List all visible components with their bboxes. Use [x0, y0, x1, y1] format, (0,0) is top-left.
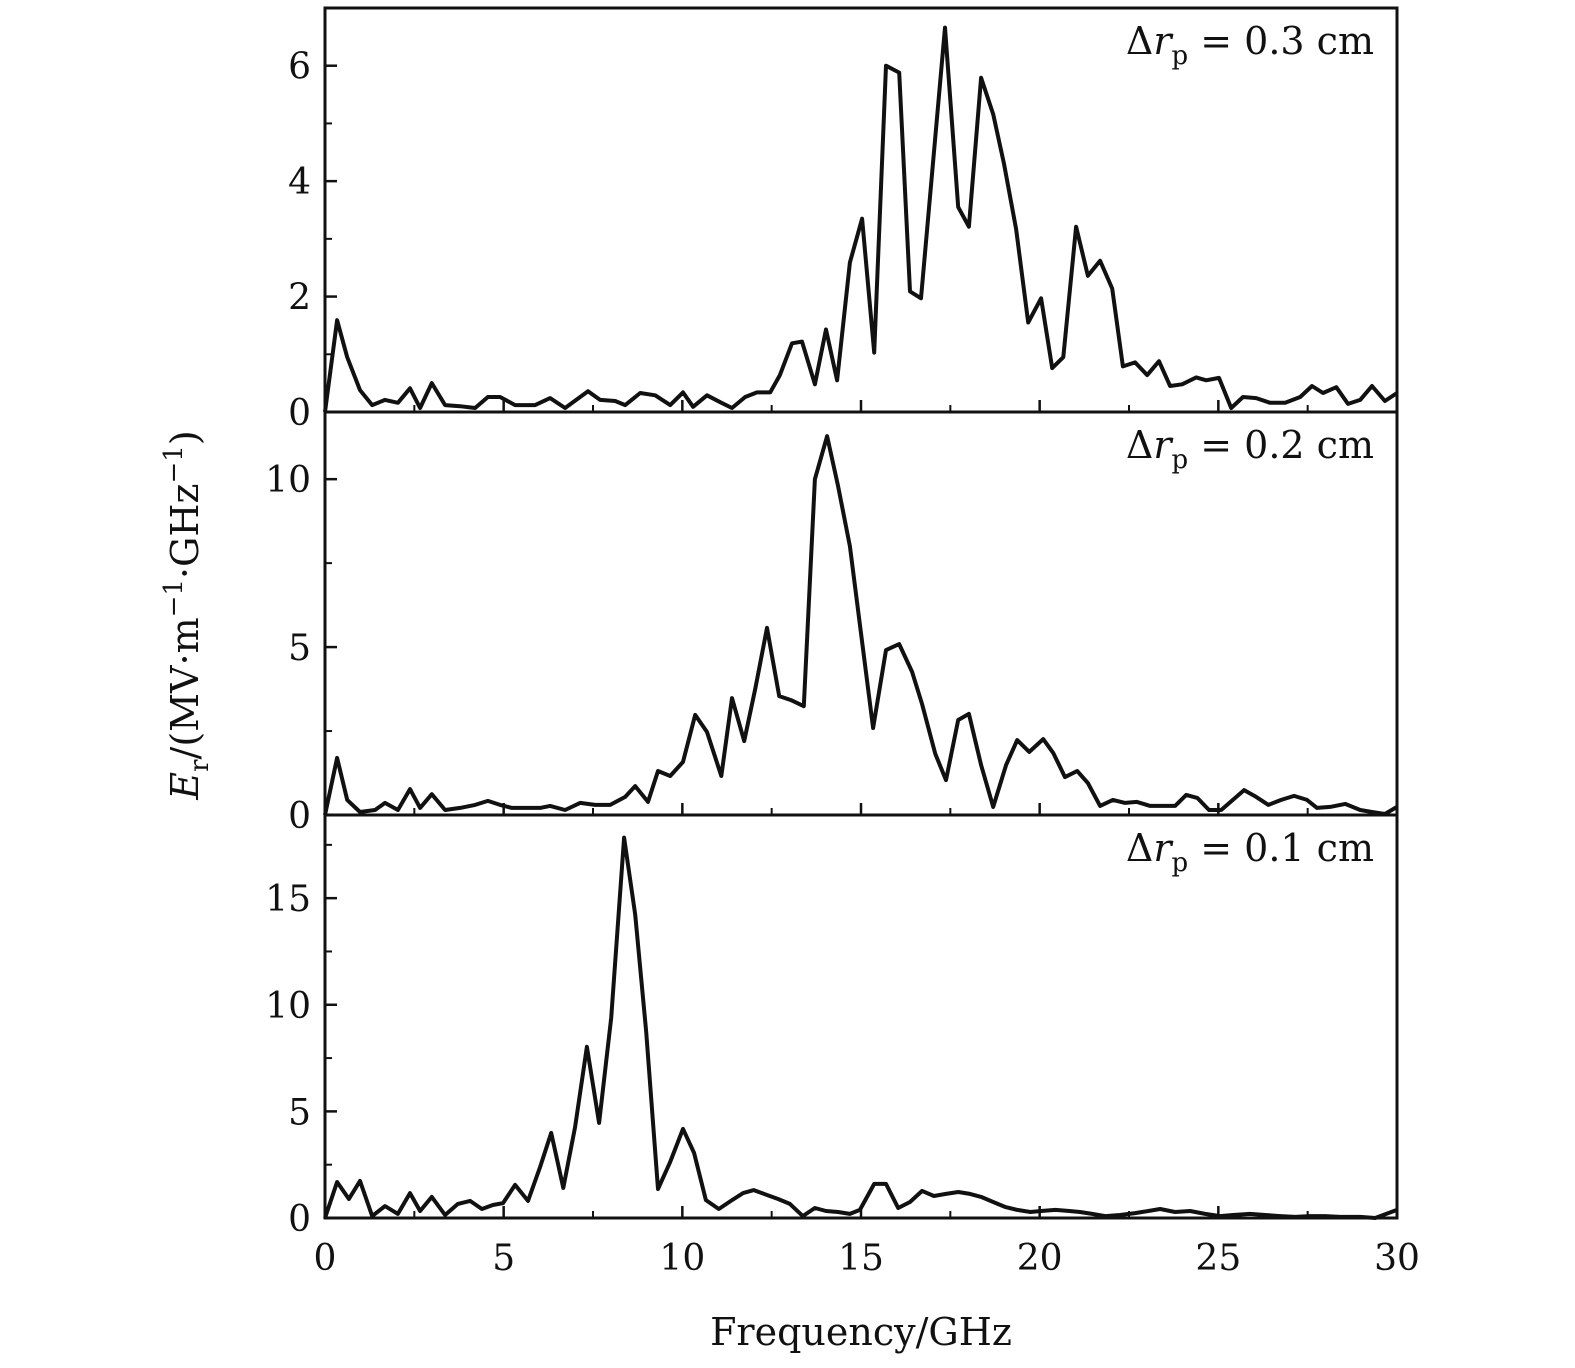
x-axis-title: Frequency/GHz — [710, 1310, 1012, 1354]
annotation-part: r — [1153, 423, 1174, 467]
panel-frame — [323, 813, 1399, 1220]
y-axis-title-unit-b: ·GHz — [163, 483, 207, 579]
y-axis-title: Er/(MV·m−1·GHz−1) — [159, 430, 215, 800]
annotation-part: Δ — [1126, 423, 1153, 467]
annotation-part: = 0.3 cm — [1188, 19, 1374, 63]
panel-2: 0 5 10 15 Δrp = 0.1 cm — [265, 813, 1399, 1240]
spectrum-line-2 — [323, 835, 1398, 1220]
annotation-part: p — [1172, 445, 1189, 475]
x-tick-label: 20 — [1017, 1238, 1063, 1279]
y-tick-label: 2 — [288, 278, 311, 319]
y-tick-label: 5 — [288, 628, 311, 669]
y-tick-label: 10 — [265, 986, 311, 1027]
y-axis-title-sub: r — [185, 759, 215, 772]
panel-frame — [323, 410, 1399, 817]
panel-frame — [323, 6, 1399, 414]
y-tick-label: 0 — [288, 393, 311, 434]
panel-annotation: Δrp = 0.1 cm — [1126, 826, 1374, 878]
panel-0: 0 2 4 6 Δrp = 0.3 cm — [288, 6, 1399, 434]
x-tick-label: 5 — [492, 1238, 515, 1279]
x-tick-label: 0 — [314, 1238, 337, 1279]
spectrum-line-0 — [323, 25, 1399, 413]
y-axis-title-unit-a: /(MV·m — [163, 617, 207, 759]
x-tick-label: 15 — [838, 1238, 884, 1279]
panel-annotation: Δrp = 0.3 cm — [1126, 19, 1374, 71]
y-tick-label: 0 — [288, 1199, 311, 1240]
y-axis-title-var: E — [163, 772, 207, 801]
y-tick-label: 5 — [288, 1092, 311, 1133]
x-tick-label: 25 — [1195, 1238, 1241, 1279]
y-tick-label: 6 — [288, 47, 311, 88]
x-tick-label: 10 — [659, 1238, 705, 1279]
spectrum-line-1 — [323, 434, 1399, 816]
annotation-part: = 0.2 cm — [1188, 423, 1374, 467]
y-tick-label: 15 — [265, 879, 311, 920]
x-tick-label: 30 — [1374, 1238, 1420, 1279]
annotation-part: = 0.1 cm — [1188, 826, 1374, 870]
annotation-part: Δ — [1126, 826, 1153, 870]
y-tick-label: 10 — [265, 460, 311, 501]
y-axis-title-sup-b: −1 — [159, 445, 189, 483]
annotation-part: p — [1172, 41, 1189, 71]
panel-1: 0 5 10 Δrp = 0.2 cm — [265, 410, 1399, 837]
y-tick-label: 4 — [288, 162, 311, 203]
y-axis-title-sup-a: −1 — [159, 579, 189, 617]
y-tick-label: 0 — [288, 796, 311, 837]
panel-annotation: Δrp = 0.2 cm — [1126, 423, 1374, 475]
annotation-part: r — [1153, 19, 1174, 63]
annotation-part: r — [1153, 826, 1174, 870]
annotation-part: Δ — [1126, 19, 1153, 63]
annotation-part: p — [1172, 848, 1189, 878]
y-axis-title-close: ) — [163, 430, 207, 445]
